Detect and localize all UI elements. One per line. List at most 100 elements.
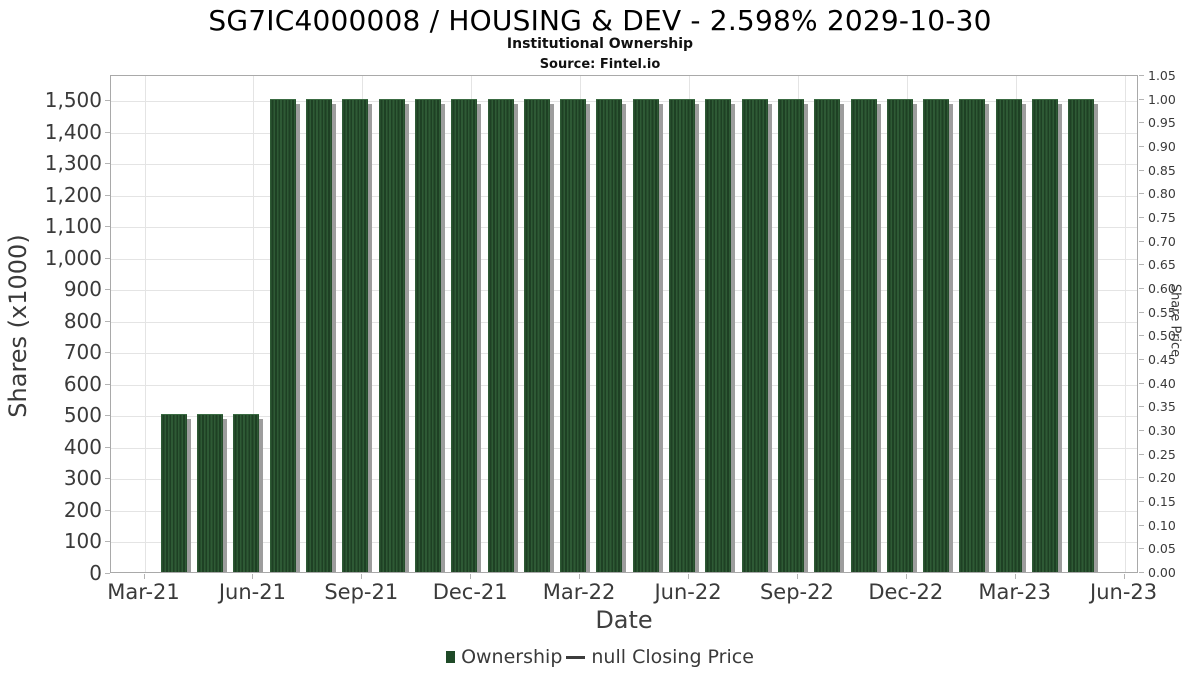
- bar-shadow: [223, 419, 228, 572]
- right-tick-mark: [1139, 217, 1144, 218]
- left-tick-mark: [105, 415, 110, 417]
- ownership-bar: [886, 99, 917, 572]
- legend-label: Ownership: [461, 646, 563, 668]
- bar-shadow: [368, 104, 373, 572]
- x-tick-mark: [143, 574, 145, 579]
- right-tick-label: 0.55: [1148, 304, 1176, 320]
- right-tick-label: 0.10: [1148, 517, 1176, 533]
- right-tick-mark: [1139, 75, 1144, 76]
- ownership-bar: [560, 99, 591, 572]
- right-tick-mark: [1139, 359, 1144, 360]
- right-tick-label: 0.60: [1148, 281, 1176, 296]
- left-tick-mark: [105, 446, 110, 448]
- bar-shadow: [840, 104, 845, 572]
- left-tick-mark: [105, 383, 110, 385]
- left-tick-mark: [105, 509, 110, 511]
- right-tick-mark: [1139, 524, 1144, 526]
- right-tick-label: 0.80: [1148, 186, 1176, 202]
- right-tick-label: 0.30: [1148, 423, 1176, 438]
- bar-shadow: [259, 419, 264, 572]
- ownership-bar: [814, 99, 845, 572]
- left-tick-label: 500: [63, 403, 102, 428]
- right-tick-mark: [1139, 453, 1144, 455]
- right-tick-mark: [1139, 382, 1144, 384]
- ownership-bar: [705, 99, 736, 572]
- ownership-bar: [414, 99, 445, 572]
- bar-shadow: [949, 104, 954, 572]
- right-tick-label: 1.05: [1148, 68, 1176, 83]
- bar-shadow: [731, 104, 736, 572]
- x-tick-mark: [361, 574, 363, 579]
- right-tick-mark: [1139, 98, 1144, 100]
- right-tick-mark: [1139, 193, 1144, 195]
- x-tick-mark: [905, 574, 907, 579]
- x-tick-mark: [688, 574, 689, 579]
- left-tick-mark: [105, 541, 110, 543]
- x-tick-label: Sep-21: [324, 580, 399, 604]
- left-tick-label: 600: [63, 371, 102, 396]
- left-tick-mark: [105, 194, 110, 196]
- left-tick-label: 300: [63, 466, 102, 491]
- bar-shadow: [622, 104, 627, 572]
- ownership-bar: [160, 414, 191, 572]
- ownership-bar: [669, 99, 699, 572]
- left-tick-mark: [105, 257, 110, 259]
- legend-item: Ownership: [446, 646, 562, 668]
- chart-source: Source: Fintel.io: [539, 57, 661, 72]
- right-tick-label: 1.00: [1148, 91, 1176, 107]
- right-tick-label: 0.35: [1148, 399, 1176, 415]
- left-tick-label: 800: [63, 308, 102, 333]
- left-tick-label: 1,200: [44, 182, 102, 207]
- left-tick-mark: [105, 352, 110, 354]
- bar-shadow: [1058, 104, 1062, 572]
- right-tick-label: 0.50: [1148, 328, 1176, 344]
- bar-shadow: [549, 104, 554, 572]
- right-tick-label: 0.90: [1148, 139, 1176, 154]
- ownership-bar: [451, 99, 482, 572]
- bar-shadow: [767, 104, 772, 572]
- vertical-gridline: [1124, 76, 1126, 572]
- left-tick-mark: [105, 131, 110, 133]
- legend-square-marker: [446, 651, 456, 663]
- left-tick-label: 1,000: [44, 245, 102, 270]
- ownership-bar: [487, 99, 518, 572]
- left-tick-mark: [105, 573, 110, 574]
- bar-shadow: [985, 104, 990, 572]
- ownership-bar: [850, 99, 881, 572]
- ownership-bar: [923, 99, 954, 572]
- right-tick-label: 0.40: [1148, 375, 1176, 391]
- bar-shadow: [477, 104, 482, 572]
- right-tick-label: 0.45: [1148, 352, 1176, 367]
- ownership-bar: [632, 99, 663, 572]
- ownership-bar: [306, 99, 336, 572]
- right-tick-mark: [1139, 122, 1144, 124]
- left-tick-label: 900: [63, 277, 102, 302]
- x-tick-label: Jun-22: [654, 580, 722, 604]
- ownership-bar: [378, 99, 409, 572]
- ownership-bar: [741, 99, 772, 572]
- right-tick-label: 0.25: [1148, 446, 1176, 462]
- bar-shadow: [876, 104, 881, 572]
- legend-line-marker: [566, 655, 586, 659]
- x-tick-mark: [470, 574, 472, 579]
- right-tick-label: 0.00: [1148, 565, 1176, 580]
- right-tick-mark: [1139, 501, 1144, 502]
- x-tick-label: Mar-21: [107, 580, 180, 604]
- x-tick-label: Dec-21: [432, 580, 508, 604]
- right-tick-label: 0.70: [1148, 233, 1176, 249]
- bar-shadow: [332, 104, 336, 572]
- ownership-bar: [1032, 99, 1062, 572]
- right-tick-label: 0.15: [1148, 494, 1176, 509]
- bar-shadow: [513, 104, 518, 572]
- right-tick-mark: [1139, 264, 1144, 266]
- left-tick-mark: [105, 226, 110, 228]
- x-tick-mark: [1014, 574, 1016, 579]
- bar-shadow: [803, 104, 808, 572]
- ownership-bar: [197, 414, 228, 572]
- x-tick-label: Jun-23: [1090, 580, 1158, 604]
- right-tick-mark: [1139, 572, 1144, 573]
- x-axis-title: Date: [595, 606, 653, 634]
- x-tick-mark: [1123, 574, 1125, 579]
- x-tick-label: Jun-21: [218, 580, 286, 604]
